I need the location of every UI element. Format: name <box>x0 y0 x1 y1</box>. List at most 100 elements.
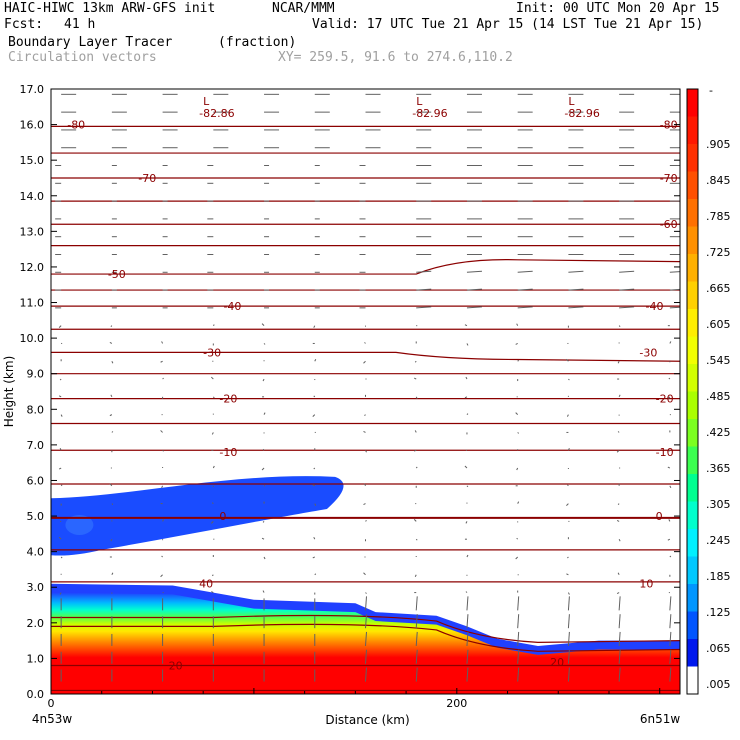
circulation-vector <box>262 590 265 593</box>
circulation-vector <box>314 359 317 362</box>
circulation-vector <box>364 342 366 344</box>
circulation-vector <box>616 519 620 522</box>
circulation-vector <box>314 573 317 576</box>
circulation-vector <box>517 649 520 664</box>
circulation-vector <box>313 325 316 328</box>
colorbar-swatch <box>687 446 698 475</box>
circulation-vector <box>517 288 533 291</box>
y-tick-label: 5.0 <box>27 510 45 523</box>
circulation-vector <box>162 377 164 380</box>
circulation-vector <box>415 649 418 664</box>
circulation-vector <box>210 521 214 524</box>
circulation-vector <box>60 484 63 487</box>
contour-label: 10 <box>639 578 653 591</box>
contour-label: -30 <box>639 346 657 359</box>
circulation-vector <box>111 361 114 364</box>
circulation-vector <box>567 447 570 451</box>
circulation-vector <box>414 360 417 363</box>
y-tick-label: 15.0 <box>20 154 45 167</box>
colorbar-label: .365 <box>706 462 731 475</box>
min-marker: L <box>416 95 423 108</box>
colorbar-label: .845 <box>706 174 731 187</box>
colorbar-label: .065 <box>706 642 731 655</box>
circulation-vector <box>567 614 570 629</box>
circulation-vector <box>617 503 620 505</box>
x-axis-label: Distance (km) <box>325 713 409 727</box>
colorbar-swatch <box>687 666 698 695</box>
circulation-vector <box>60 556 63 559</box>
circulation-vector <box>465 591 468 593</box>
min-marker: L <box>203 95 210 108</box>
circulation-vector <box>618 631 621 646</box>
circulation-vector <box>566 573 569 576</box>
circulation-vector <box>161 555 163 558</box>
circulation-vector <box>211 591 214 594</box>
circulation-vector <box>212 465 215 469</box>
circulation-vector <box>567 667 570 682</box>
forecast-hours: 41 h <box>64 17 96 32</box>
colorbar-swatch <box>687 556 698 585</box>
contour-label: -50 <box>108 268 126 281</box>
circulation-vector <box>516 323 519 326</box>
circulation-vector <box>667 466 671 469</box>
circulation-vector <box>616 449 620 453</box>
circulation-vector <box>211 432 214 435</box>
model-source: NCAR/MMM <box>272 1 335 16</box>
y-tick-label: 6.0 <box>27 474 45 487</box>
colorbar-swatch <box>687 89 698 117</box>
circulation-vector <box>59 447 62 451</box>
circulation-vector <box>466 554 469 558</box>
circulation-vector <box>109 483 113 487</box>
circulation-vector <box>619 288 635 291</box>
circulation-vector <box>415 631 418 646</box>
circulation-vector <box>669 341 672 344</box>
min-marker-value: -82.96 <box>412 107 447 120</box>
circulation-vector <box>567 631 570 646</box>
circulation-vector <box>517 614 520 629</box>
tracer-elevated-layer <box>51 476 344 556</box>
circulation-vector <box>161 485 164 489</box>
circulation-vector <box>313 395 316 398</box>
circulation-vector <box>59 592 62 595</box>
circulation-vector <box>516 467 519 471</box>
circulation-vector <box>413 519 417 522</box>
circulation-vector <box>160 360 163 363</box>
colorbar-swatch <box>687 529 698 557</box>
circulation-vector <box>466 649 469 664</box>
colorbar-label: .605 <box>706 318 731 331</box>
colorbar-swatch <box>687 474 698 502</box>
circulation-vector <box>669 596 672 611</box>
circulation-vector <box>465 521 468 524</box>
circulation-vector <box>261 323 265 327</box>
model-title: HAIC-HIWC 13km ARW-GFS init <box>4 1 216 16</box>
circulation-vector <box>567 596 570 611</box>
circulation-vector <box>109 414 113 417</box>
circulation-vector <box>210 376 214 380</box>
circulation-vector <box>365 592 367 594</box>
contour-label: 20 <box>550 656 564 669</box>
colorbar-label: .305 <box>706 498 731 511</box>
circulation-vector <box>365 449 367 453</box>
circulation-vector <box>312 484 315 487</box>
circulation-vector <box>668 519 671 522</box>
circulation-vector <box>618 394 621 398</box>
colorbar-swatch <box>687 419 698 447</box>
circulation-vector <box>517 306 533 309</box>
circulation-vector <box>365 520 367 522</box>
colorbar-swatch <box>687 144 698 172</box>
circulation-vector <box>313 536 316 540</box>
contour-label: -30 <box>203 346 221 359</box>
y-tick-label: 13.0 <box>20 225 45 238</box>
circulation-vector <box>60 414 63 417</box>
circulation-vector <box>415 466 418 469</box>
colorbar-swatch <box>687 611 698 640</box>
contour-label: -40 <box>646 300 664 313</box>
circulation-vector <box>669 614 672 629</box>
circulation-vector <box>566 414 569 417</box>
circulation-vector <box>262 448 265 451</box>
field-units: (fraction) <box>218 35 297 50</box>
min-marker-value: -82.96 <box>564 107 599 120</box>
colorbar-frame <box>686 88 699 695</box>
circulation-vector <box>262 521 265 523</box>
